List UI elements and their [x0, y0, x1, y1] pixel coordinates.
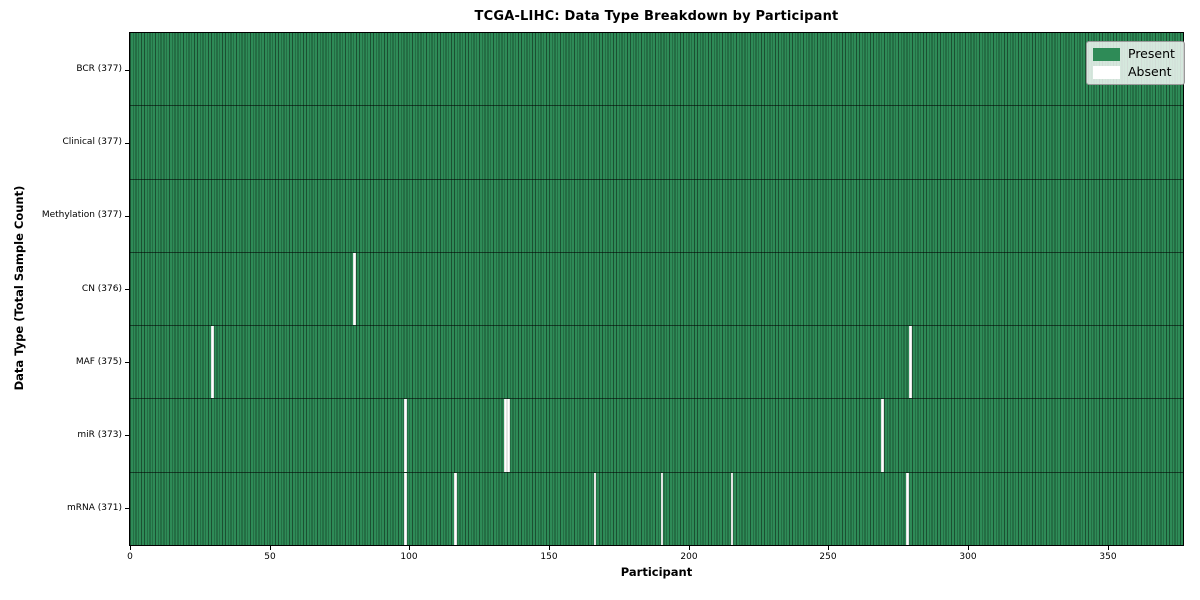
x-tick-label: 350 — [1099, 552, 1117, 562]
x-tick-label: 0 — [127, 552, 133, 562]
y-tick-label: Methylation (377) — [41, 210, 122, 220]
absent-cell — [906, 472, 910, 545]
heatmap-row-miR — [130, 399, 1183, 473]
absent-cell — [507, 399, 510, 472]
absent-cell — [403, 399, 407, 472]
x-tick-label: 100 — [400, 552, 418, 562]
x-tick-mark — [1108, 546, 1109, 550]
y-tick-label: miR (373) — [77, 430, 122, 440]
legend-swatch-present-icon — [1093, 47, 1120, 61]
absent-cell — [454, 472, 457, 545]
legend-entry-present: Present — [1093, 47, 1175, 61]
legend-label-present: Present — [1128, 46, 1175, 61]
absent-cell — [211, 326, 214, 399]
x-tick-label: 150 — [540, 552, 558, 562]
legend-entry-absent: Absent — [1093, 65, 1175, 79]
heatmap-row-Clinical — [130, 106, 1183, 180]
y-tick-mark — [125, 508, 129, 509]
y-tick-mark — [125, 70, 129, 71]
y-tick-label: BCR (377) — [76, 64, 122, 74]
y-tick-label: mRNA (371) — [67, 503, 122, 513]
legend-label-absent: Absent — [1128, 64, 1172, 79]
y-tick-label: MAF (375) — [75, 357, 122, 367]
heatmap-row-mRNA — [130, 472, 1183, 545]
absent-cell — [660, 472, 664, 545]
x-tick-mark — [689, 546, 690, 550]
y-tick-mark — [125, 289, 129, 290]
legend-swatch-absent-icon — [1093, 65, 1120, 79]
y-tick-mark — [125, 435, 129, 436]
y-tick-mark — [125, 216, 129, 217]
x-tick-mark — [409, 546, 410, 550]
absent-cell — [730, 472, 734, 545]
x-tick-label: 50 — [264, 552, 276, 562]
x-tick-mark — [968, 546, 969, 550]
absent-cell — [881, 399, 885, 472]
chart-title: TCGA-LIHC: Data Type Breakdown by Partic… — [474, 9, 839, 24]
x-tick-mark — [549, 546, 550, 550]
y-tick-label: CN (376) — [81, 284, 122, 294]
x-tick-mark — [130, 546, 131, 550]
y-tick-mark — [125, 362, 129, 363]
x-tick-label: 300 — [959, 552, 977, 562]
heatmap-row-CN — [130, 252, 1183, 327]
x-tick-label: 250 — [819, 552, 837, 562]
x-axis-label: Participant — [620, 565, 693, 579]
heatmap-row-Methylation — [130, 179, 1183, 253]
absent-cell — [593, 472, 597, 545]
x-tick-mark — [270, 546, 271, 550]
absent-cell — [403, 472, 407, 545]
heatmap-row-MAF — [130, 326, 1183, 400]
y-tick-label: Clinical (377) — [62, 137, 122, 147]
y-axis-label: Data Type (Total Sample Count) — [12, 185, 26, 391]
absent-cell — [504, 399, 508, 472]
plot-area — [129, 32, 1184, 546]
legend: Present Absent — [1086, 41, 1185, 85]
heatmap-row-BCR — [130, 33, 1183, 107]
x-tick-label: 200 — [680, 552, 698, 562]
absent-cell — [353, 252, 357, 326]
y-tick-mark — [125, 143, 129, 144]
x-tick-mark — [828, 546, 829, 550]
absent-cell — [909, 326, 913, 399]
